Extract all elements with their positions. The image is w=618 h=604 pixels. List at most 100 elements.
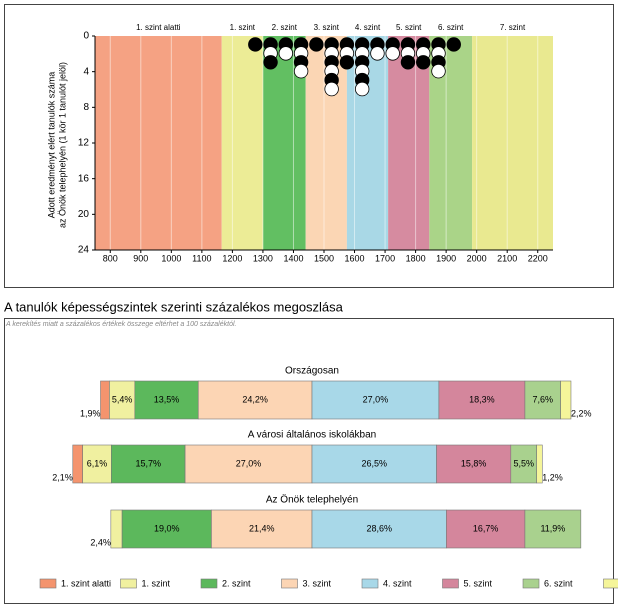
legend-label: 3. szint xyxy=(303,578,332,588)
value-label: 1,9% xyxy=(80,408,101,418)
band-label: 3. szint xyxy=(314,23,340,32)
y-label-line: Adott eredményt elért tanulók száma xyxy=(46,72,56,219)
value-label: 11,9% xyxy=(540,523,565,533)
legend-swatch xyxy=(603,578,618,589)
bar-segment xyxy=(436,444,512,484)
y-tick-label: 16 xyxy=(78,173,90,184)
bar-segment xyxy=(311,509,447,549)
student-dot xyxy=(400,55,416,70)
value-label: 18,3% xyxy=(469,394,495,404)
value-label: 27,0% xyxy=(363,394,389,404)
band-label: 5. szint xyxy=(396,23,422,32)
x-tick-label: 1900 xyxy=(436,253,456,263)
legend-label: 6. szint xyxy=(544,578,573,588)
y-tick-label: 8 xyxy=(83,102,89,113)
legend-swatch xyxy=(442,578,459,589)
bar-segment xyxy=(510,444,537,484)
level-band xyxy=(388,36,430,250)
student-dot xyxy=(431,64,446,79)
x-tick-label: 1800 xyxy=(406,253,426,263)
x-tick-label: 1100 xyxy=(192,253,211,263)
student-dot xyxy=(446,37,461,52)
value-label: 2,4% xyxy=(90,537,111,547)
student-dot xyxy=(263,55,278,70)
y-label: Adott eredményt elért tanulók száma az Ö… xyxy=(46,62,67,228)
band-label: 1. szint alatti xyxy=(136,23,181,32)
x-tick-label: 1600 xyxy=(345,253,365,263)
level-band xyxy=(221,36,263,250)
student-dot xyxy=(248,37,263,52)
student-dot xyxy=(339,55,355,70)
legend-label: 2. szint xyxy=(222,578,251,588)
student-dot xyxy=(309,37,324,52)
category-label: A városi általános iskolákban xyxy=(248,430,376,441)
level-band xyxy=(95,36,222,250)
bar-segment xyxy=(560,380,572,420)
legend-label: 1. szint alatti xyxy=(61,578,111,588)
value-label: 6,1% xyxy=(87,458,108,468)
band-label: 6. szint xyxy=(438,23,464,32)
bar-segment xyxy=(121,509,212,549)
y-tick-label: 20 xyxy=(78,209,90,220)
band-label: 1. szint xyxy=(230,23,256,32)
legend-swatch xyxy=(522,578,540,589)
category-label: Az Önök telephelyén xyxy=(266,494,358,506)
x-tick-label: 900 xyxy=(133,253,148,263)
bar-segment xyxy=(134,380,199,420)
value-label: 1,2% xyxy=(542,472,563,482)
bar-segment xyxy=(524,509,582,549)
note: A kerekítés miatt a százalékos értékek ö… xyxy=(5,321,237,328)
value-label: 24,2% xyxy=(242,394,268,404)
bar-segment xyxy=(524,380,561,420)
x-tick-label: 1500 xyxy=(314,253,334,263)
band-label: 7. szint xyxy=(500,23,526,32)
value-label: 7,6% xyxy=(533,394,554,404)
bar-segment xyxy=(111,444,186,484)
value-label: 15,7% xyxy=(135,458,161,468)
x-tick-label: 2100 xyxy=(497,253,517,263)
band-label: 4. szint xyxy=(355,23,381,32)
y-tick-label: 4 xyxy=(83,66,89,77)
student-dot xyxy=(370,46,385,61)
bar-segment xyxy=(536,444,543,484)
legend-swatch xyxy=(120,578,137,589)
top-frame xyxy=(4,4,614,288)
x-tick-label: 1400 xyxy=(283,253,303,263)
student-dot xyxy=(354,81,370,97)
band-label: 2. szint xyxy=(272,23,298,32)
bar-segment xyxy=(110,509,123,549)
value-label: 21,4% xyxy=(249,523,275,533)
bar-segment xyxy=(197,380,313,420)
bar-segment xyxy=(211,509,313,549)
x-tick-label: 1300 xyxy=(253,253,273,263)
student-dot xyxy=(416,55,431,70)
bar-segment xyxy=(72,444,83,484)
x-tick-label: 2200 xyxy=(528,253,548,263)
y-tick-label: 0 xyxy=(83,31,89,42)
value-label: 5,4% xyxy=(112,394,133,404)
value-label: 19,0% xyxy=(154,523,180,533)
value-label: 15,8% xyxy=(461,458,487,468)
value-label: 13,5% xyxy=(154,394,180,404)
bar-segment xyxy=(100,380,110,420)
y-tick-label: 24 xyxy=(78,245,90,256)
x-tick-label: 1000 xyxy=(161,253,181,263)
bar-segment xyxy=(184,444,313,484)
y-label-line: az Önök telephelyén (1 kör 1 tanulót jel… xyxy=(57,62,67,228)
bar-segment xyxy=(311,380,440,420)
bar-segment xyxy=(311,444,437,484)
x-tick-label: 800 xyxy=(103,253,118,263)
y-tick-label: 12 xyxy=(78,138,90,149)
legend-swatch xyxy=(39,578,57,589)
x-tick-label: 1200 xyxy=(222,253,242,263)
level-band xyxy=(472,36,553,250)
x-tick-label: 1700 xyxy=(375,253,395,263)
value-label: 2,2% xyxy=(571,408,592,418)
student-dot xyxy=(293,64,309,79)
student-dot xyxy=(278,46,294,61)
value-label: 27,0% xyxy=(236,458,262,468)
student-dot xyxy=(385,46,400,61)
value-label: 5,5% xyxy=(513,458,534,468)
